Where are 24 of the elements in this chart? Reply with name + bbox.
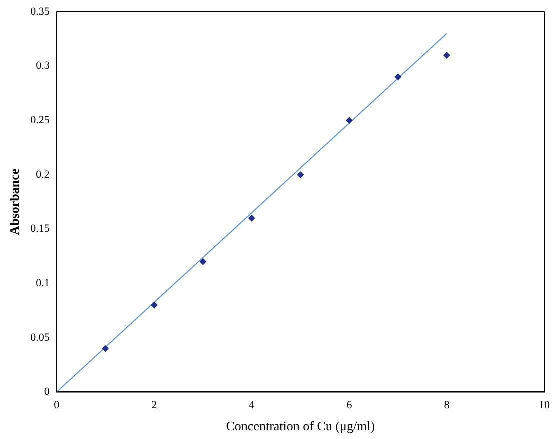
- y-axis-title: Absorbance: [7, 168, 22, 236]
- y-tick-label: 0.3: [36, 60, 50, 72]
- x-tick-label: 4: [249, 400, 256, 412]
- point: [297, 171, 304, 178]
- x-tick-label: 10: [539, 400, 550, 412]
- y-tick-label: 0.15: [30, 223, 50, 236]
- y-tick-label: 0: [44, 386, 50, 398]
- y-tick-label: 0.05: [30, 332, 50, 344]
- x-tick-label: 6: [346, 400, 353, 412]
- x-tick-label: 2: [152, 400, 158, 412]
- x-axis-title: Concentration of Cu (μg/ml): [226, 418, 376, 434]
- point: [200, 258, 207, 266]
- point: [150, 302, 158, 309]
- x-tick-label: 0: [54, 400, 60, 412]
- x-tick-label: 8: [444, 400, 450, 412]
- point: [248, 214, 256, 222]
- point: [394, 74, 402, 81]
- y-tick-label: 0.35: [30, 6, 50, 18]
- point: [346, 117, 353, 124]
- point: [443, 52, 450, 59]
- point: [102, 345, 110, 352]
- y-tick-label: 0.2: [36, 168, 50, 181]
- y-tick-label: 0.25: [30, 114, 50, 127]
- y-tick-label: 0.1: [36, 277, 50, 290]
